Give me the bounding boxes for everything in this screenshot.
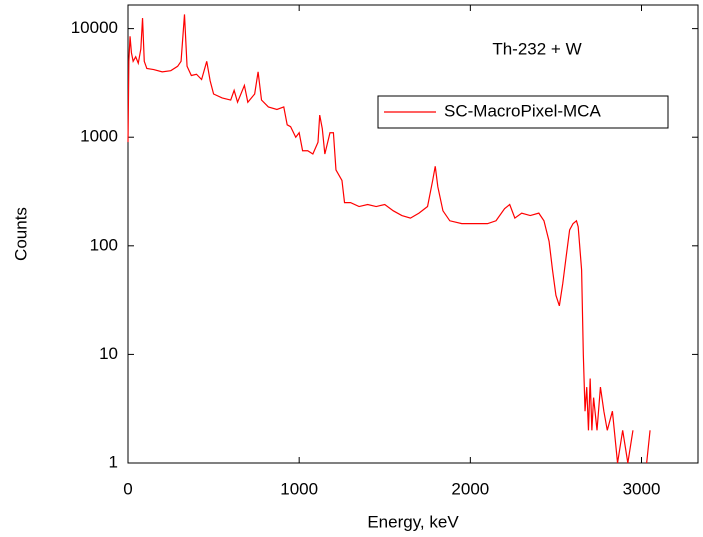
y-tick-label: 10000: [71, 18, 118, 37]
y-tick-label: 100: [90, 235, 118, 254]
x-tick-label: 2000: [451, 479, 489, 498]
x-tick-label: 3000: [623, 479, 661, 498]
y-tick-label: 1: [109, 452, 118, 471]
y-tick-label: 1000: [80, 127, 118, 146]
legend: SC-MacroPixel-MCA: [377, 95, 669, 129]
x-tick-label: 0: [123, 479, 132, 498]
annotation: Th-232 + W: [492, 39, 581, 58]
legend-label: SC-MacroPixel-MCA: [444, 101, 601, 120]
x-tick-label: 1000: [280, 479, 318, 498]
y-tick-label: 10: [99, 344, 118, 363]
data-line: [127, 14, 651, 464]
y-axis-label: Counts: [11, 207, 30, 261]
plot-frame: [127, 4, 699, 464]
x-axis-label: Energy, keV: [367, 512, 459, 531]
